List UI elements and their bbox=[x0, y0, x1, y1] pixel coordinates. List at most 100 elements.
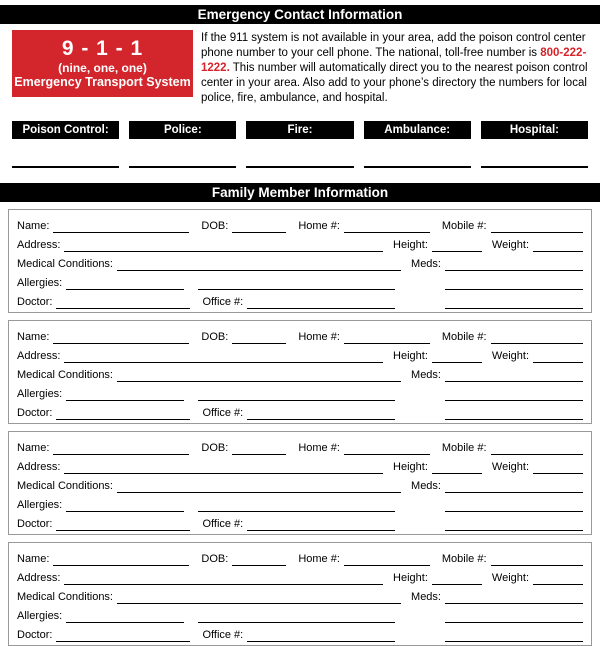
height-write-in-line bbox=[431, 238, 482, 252]
member-row-allergies: Allergies: bbox=[17, 382, 583, 401]
contact-write-in-line bbox=[12, 166, 120, 168]
office-phone-label: Office #: bbox=[202, 629, 244, 641]
doctor-label: Doctor: bbox=[17, 296, 53, 308]
dob-label: DOB: bbox=[201, 553, 229, 565]
member-row-address: Address: Height: Weight: bbox=[17, 344, 583, 363]
mobile-phone-write-in-line bbox=[490, 330, 583, 344]
emergency-number-phonetic: (nine, one, one) bbox=[58, 61, 147, 75]
member-row-doctor: Doctor: Office #: bbox=[17, 623, 583, 642]
address-label: Address: bbox=[17, 239, 61, 251]
meds-continuation-line-2 bbox=[445, 628, 583, 642]
weight-write-in-line bbox=[533, 460, 583, 474]
weight-write-in-line bbox=[533, 571, 583, 585]
address-write-in-line bbox=[64, 571, 384, 585]
medical-conditions-write-in-line bbox=[117, 590, 402, 604]
member-row-doctor: Doctor: Office #: bbox=[17, 512, 583, 531]
meds-continuation-line-1 bbox=[445, 609, 583, 623]
address-write-in-line bbox=[64, 349, 384, 363]
address-label: Address: bbox=[17, 350, 61, 362]
contact-label: Fire: bbox=[246, 121, 354, 139]
contact-write-in-line bbox=[480, 166, 589, 168]
home-phone-label: Home #: bbox=[298, 331, 340, 343]
meds-continuation-line-2 bbox=[445, 295, 583, 309]
member-row-allergies: Allergies: bbox=[17, 604, 583, 623]
family-member-box: Name: DOB: Home #: Mobile #: Address: He… bbox=[8, 209, 592, 313]
medical-conditions-write-in-line bbox=[117, 257, 402, 271]
mobile-phone-label: Mobile #: bbox=[441, 442, 487, 454]
mobile-phone-write-in-line bbox=[490, 441, 583, 455]
meds-label: Meds: bbox=[411, 369, 441, 381]
member-row-doctor: Doctor: Office #: bbox=[17, 290, 583, 309]
address-label: Address: bbox=[17, 572, 61, 584]
emergency-number: 9 - 1 - 1 bbox=[61, 37, 144, 60]
member-row-medical: Medical Conditions: Meds: bbox=[17, 252, 583, 271]
meds-label: Meds: bbox=[411, 591, 441, 603]
name-label: Name: bbox=[17, 331, 50, 343]
address-write-in-line bbox=[64, 238, 384, 252]
home-phone-label: Home #: bbox=[298, 553, 340, 565]
mobile-phone-write-in-line bbox=[490, 219, 583, 233]
meds-write-in-line bbox=[445, 590, 583, 604]
medical-conditions-write-in-line bbox=[117, 368, 402, 382]
weight-write-in-line bbox=[533, 238, 583, 252]
mobile-phone-label: Mobile #: bbox=[441, 220, 487, 232]
office-phone-label: Office #: bbox=[202, 518, 244, 530]
member-row-address: Address: Height: Weight: bbox=[17, 233, 583, 252]
medical-conditions-label: Medical Conditions: bbox=[17, 258, 113, 270]
instructions-text-after: This number will automatically direct yo… bbox=[201, 62, 588, 104]
member-row-allergies: Allergies: bbox=[17, 493, 583, 512]
family-member-list: Name: DOB: Home #: Mobile #: Address: He… bbox=[8, 209, 592, 646]
name-write-in-line bbox=[53, 219, 190, 233]
medical-conditions-write-in-line bbox=[117, 479, 402, 493]
doctor-label: Doctor: bbox=[17, 629, 53, 641]
meds-continuation-line-2 bbox=[445, 517, 583, 531]
allergies-label: Allergies: bbox=[17, 610, 63, 622]
mobile-phone-write-in-line bbox=[490, 552, 583, 566]
contact-label: Hospital: bbox=[480, 121, 589, 139]
allergies-continuation-line bbox=[198, 276, 395, 290]
office-phone-write-in-line bbox=[247, 628, 395, 642]
weight-write-in-line bbox=[533, 349, 583, 363]
allergies-continuation-line bbox=[198, 498, 395, 512]
allergies-write-in-line bbox=[66, 276, 185, 290]
dob-write-in-line bbox=[232, 219, 287, 233]
office-phone-label: Office #: bbox=[202, 407, 244, 419]
allergies-continuation-line bbox=[198, 387, 395, 401]
doctor-write-in-line bbox=[56, 295, 191, 309]
name-label: Name: bbox=[17, 553, 50, 565]
member-row-medical: Medical Conditions: Meds: bbox=[17, 474, 583, 493]
member-row-medical: Medical Conditions: Meds: bbox=[17, 363, 583, 382]
contact-write-in-line bbox=[246, 166, 354, 168]
height-write-in-line bbox=[431, 349, 482, 363]
emergency-911-box: 9 - 1 - 1 (nine, one, one) Emergency Tra… bbox=[12, 30, 193, 97]
contact-column-poison-control: Poison Control: bbox=[12, 121, 120, 168]
weight-label: Weight: bbox=[491, 572, 529, 584]
height-label: Height: bbox=[393, 461, 428, 473]
meds-continuation-line-1 bbox=[445, 387, 583, 401]
emergency-contacts-row: Poison Control: Police: Fire: Ambulance:… bbox=[12, 121, 589, 168]
contact-write-in-line bbox=[129, 166, 237, 168]
allergies-continuation-line bbox=[198, 609, 395, 623]
allergies-write-in-line bbox=[66, 498, 185, 512]
height-label: Height: bbox=[393, 239, 428, 251]
family-member-box: Name: DOB: Home #: Mobile #: Address: He… bbox=[8, 431, 592, 535]
meds-continuation-line-1 bbox=[445, 498, 583, 512]
emergency-transport-caption: Emergency Transport System bbox=[14, 75, 191, 89]
weight-label: Weight: bbox=[491, 239, 529, 251]
contact-label: Police: bbox=[129, 121, 237, 139]
doctor-write-in-line bbox=[56, 517, 191, 531]
weight-label: Weight: bbox=[491, 461, 529, 473]
home-phone-write-in-line bbox=[343, 330, 430, 344]
doctor-label: Doctor: bbox=[17, 407, 53, 419]
member-row-name: Name: DOB: Home #: Mobile #: bbox=[17, 547, 583, 566]
meds-write-in-line bbox=[445, 479, 583, 493]
office-phone-write-in-line bbox=[247, 517, 395, 531]
allergies-label: Allergies: bbox=[17, 388, 63, 400]
office-phone-label: Office #: bbox=[202, 296, 244, 308]
mobile-phone-label: Mobile #: bbox=[441, 331, 487, 343]
height-write-in-line bbox=[431, 571, 482, 585]
mobile-phone-label: Mobile #: bbox=[441, 553, 487, 565]
contact-column-police: Police: bbox=[129, 121, 237, 168]
member-row-name: Name: DOB: Home #: Mobile #: bbox=[17, 325, 583, 344]
emergency-intro-section: 9 - 1 - 1 (nine, one, one) Emergency Tra… bbox=[12, 30, 588, 106]
